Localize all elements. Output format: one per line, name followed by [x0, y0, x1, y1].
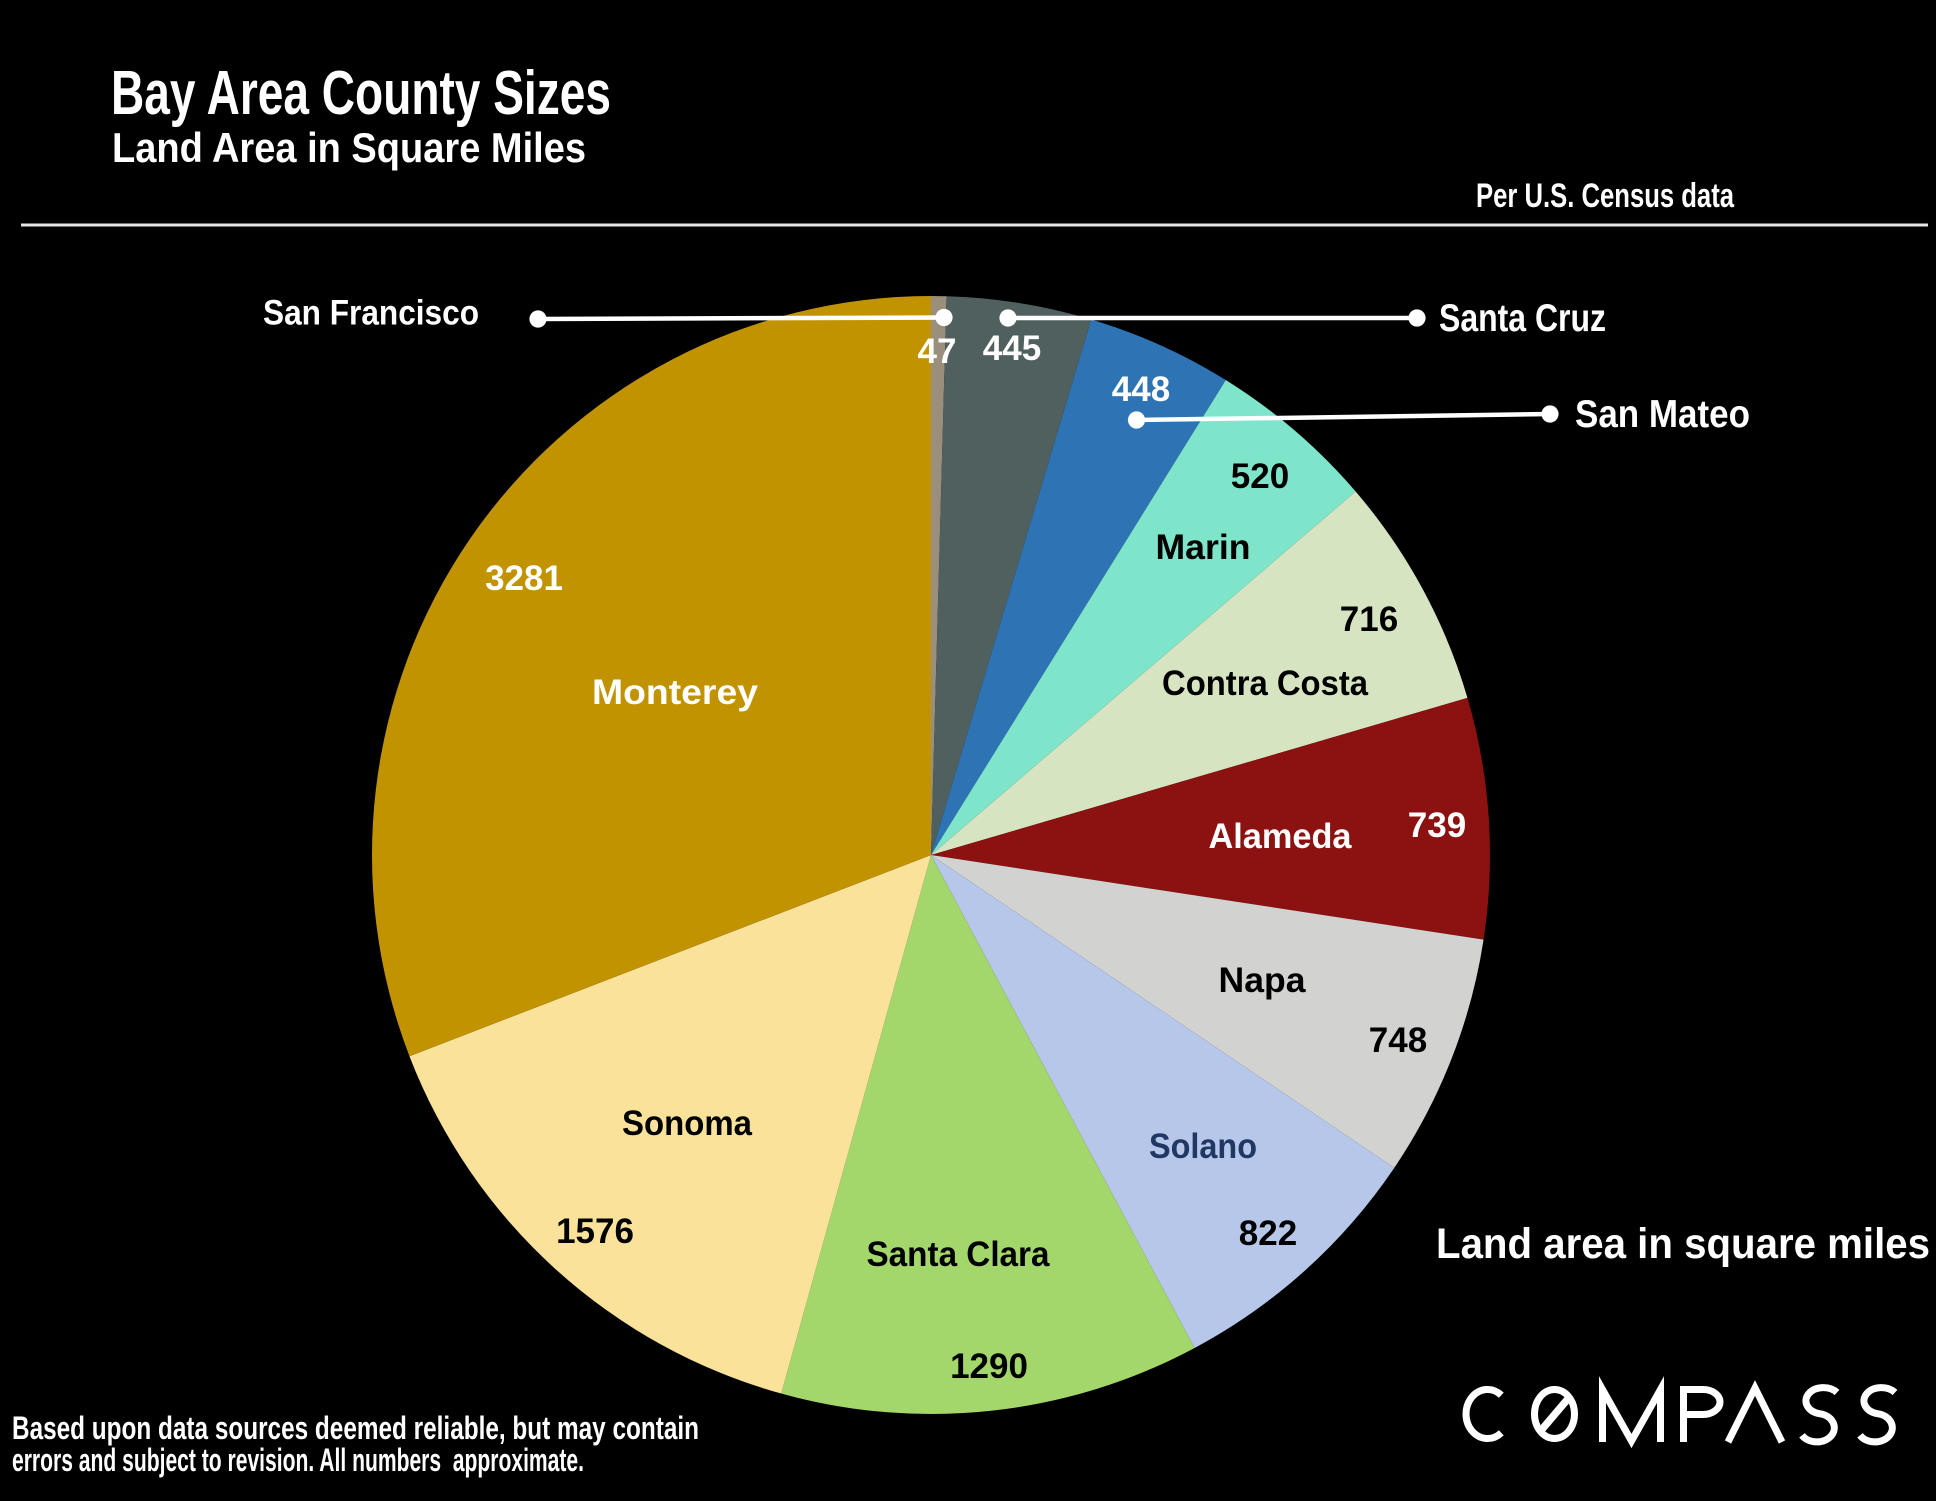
svg-text:822: 822	[1239, 1214, 1297, 1253]
svg-text:Land area in square miles: Land area in square miles	[1436, 1220, 1930, 1268]
svg-text:748: 748	[1369, 1021, 1427, 1060]
svg-text:448: 448	[1112, 370, 1170, 409]
svg-text:Land Area in Square Miles: Land Area in Square Miles	[112, 124, 586, 171]
svg-text:Santa Clara: Santa Clara	[867, 1235, 1051, 1274]
svg-text:Bay Area County Sizes: Bay Area County Sizes	[111, 59, 611, 128]
svg-text:Contra Costa: Contra Costa	[1162, 664, 1368, 703]
svg-text:520: 520	[1231, 457, 1289, 496]
svg-text:Based upon data sources deemed: Based upon data sources deemed reliable,…	[12, 1410, 699, 1446]
svg-text:Alameda: Alameda	[1209, 817, 1353, 856]
svg-text:Sonoma: Sonoma	[622, 1104, 752, 1143]
svg-text:errors and subject to revision: errors and subject to revision. All numb…	[12, 1442, 584, 1478]
svg-text:739: 739	[1408, 806, 1466, 845]
svg-text:Napa: Napa	[1219, 961, 1307, 1000]
svg-text:1576: 1576	[556, 1212, 634, 1251]
svg-text:Monterey: Monterey	[592, 673, 759, 712]
svg-text:Solano: Solano	[1149, 1127, 1257, 1166]
svg-text:Marin: Marin	[1156, 528, 1251, 567]
svg-text:1290: 1290	[950, 1347, 1028, 1386]
svg-text:3281: 3281	[485, 559, 563, 598]
svg-text:716: 716	[1340, 600, 1398, 639]
svg-text:San Francisco: San Francisco	[263, 294, 479, 333]
svg-text:Per U.S. Census data: Per U.S. Census data	[1476, 177, 1735, 215]
svg-text:47: 47	[918, 332, 957, 371]
svg-text:445: 445	[983, 329, 1041, 368]
svg-text:San Mateo: San Mateo	[1575, 393, 1750, 436]
svg-text:Santa Cruz: Santa Cruz	[1439, 297, 1606, 340]
